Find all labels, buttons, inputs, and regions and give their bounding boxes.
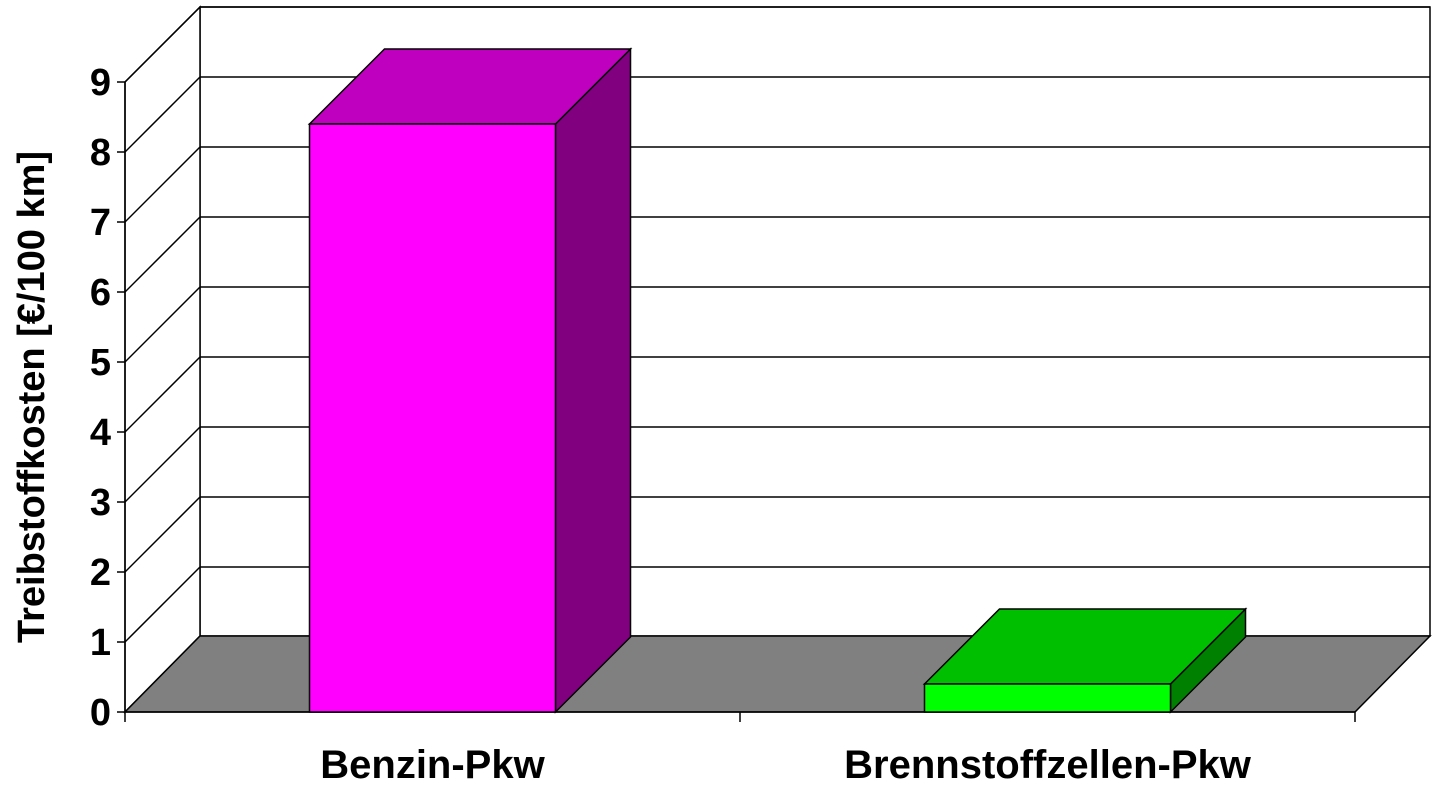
x-tick-label: Brennstoffzellen-Pkw — [844, 743, 1252, 785]
y-tick-label: 2 — [90, 552, 111, 594]
y-axis-label: Treibstoffkosten [€/100 km] — [11, 151, 53, 643]
grid-line — [124, 216, 201, 293]
grid-line — [124, 6, 201, 83]
grid-line — [124, 566, 201, 643]
side-wall — [124, 5, 201, 714]
bar — [923, 683, 1172, 713]
x-tick-label: Benzin-Pkw — [320, 743, 545, 785]
bar — [308, 123, 557, 713]
grid-line — [124, 286, 201, 363]
y-tick-label: 6 — [90, 272, 111, 314]
bar-side — [554, 47, 632, 714]
y-tick-label: 5 — [90, 342, 111, 384]
y-tick-label: 7 — [90, 202, 111, 244]
grid-line — [124, 146, 201, 223]
y-tick-label: 3 — [90, 482, 111, 524]
y-tick-label: 9 — [90, 62, 111, 104]
grid-line — [124, 76, 201, 153]
grid-line — [124, 426, 201, 503]
y-tick-label: 1 — [90, 622, 111, 664]
y-tick-label: 0 — [90, 692, 111, 734]
grid-line — [124, 496, 201, 573]
y-tick-label: 4 — [90, 412, 111, 454]
y-tick-label: 8 — [90, 132, 111, 174]
grid-line — [124, 356, 201, 433]
